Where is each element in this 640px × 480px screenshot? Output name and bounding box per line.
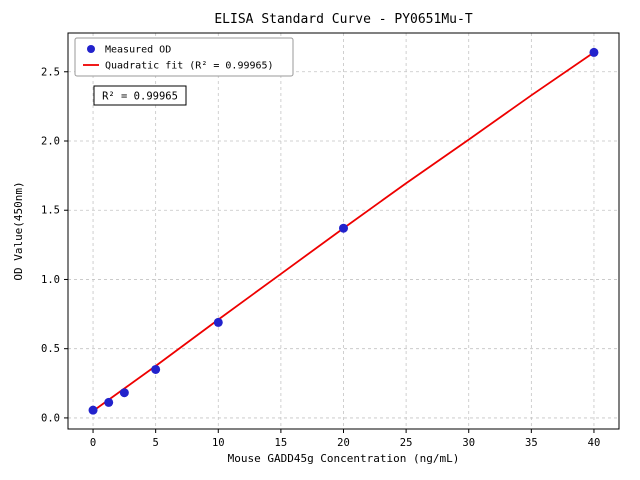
- x-axis-label: Mouse GADD45g Concentration (ng/mL): [228, 452, 460, 465]
- y-tick-label: 0.0: [41, 412, 60, 424]
- data-point: [88, 405, 98, 415]
- x-tick-label: 10: [212, 437, 225, 449]
- r-squared-annotation: R² = 0.99965: [93, 85, 187, 106]
- legend-label-quadratic-fit: Quadratic fit (R² = 0.99965): [105, 61, 274, 72]
- data-point: [589, 47, 599, 57]
- y-axis-label: OD Value(450nm): [12, 181, 25, 280]
- x-tick-label: 5: [152, 437, 158, 449]
- annotation-box: [93, 85, 187, 106]
- data-point: [339, 223, 348, 233]
- x-tick-label: 35: [525, 437, 538, 449]
- data-point: [213, 317, 223, 327]
- y-tick-label: 2.5: [41, 66, 60, 78]
- chart-title: ELISA Standard Curve - PY0651Mu-T: [214, 12, 472, 27]
- x-tick-label: 25: [400, 437, 413, 449]
- legend: Measured OD Quadratic fit (R² = 0.99965): [74, 37, 294, 77]
- legend-marker-measured-od: [87, 45, 95, 53]
- x-tick-label: 0: [90, 437, 96, 449]
- legend-box: [74, 37, 294, 77]
- data-point: [151, 364, 161, 374]
- x-tick-label: 40: [588, 437, 601, 449]
- y-tick-label: 0.5: [41, 343, 60, 355]
- data-point: [104, 397, 114, 407]
- y-tick-label: 1.5: [41, 205, 60, 217]
- data-point: [119, 388, 129, 398]
- legend-label-measured-od: Measured OD: [105, 45, 171, 56]
- annotation-text: R² = 0.99965: [102, 91, 178, 103]
- x-tick-label: 15: [275, 437, 288, 449]
- x-tick-label: 30: [462, 437, 475, 449]
- y-tick-label: 2.0: [41, 136, 60, 148]
- x-tick-label: 20: [337, 437, 350, 449]
- y-tick-label: 1.0: [41, 274, 60, 286]
